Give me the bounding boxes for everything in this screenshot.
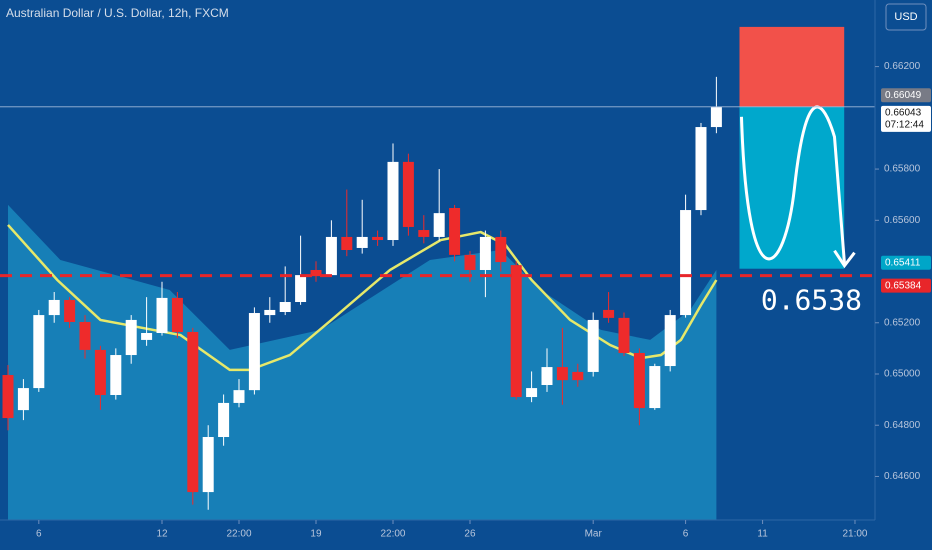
price-label-box [881,105,931,132]
y-tick-label: 0.65000 [884,369,921,380]
candle-body [110,355,122,395]
candle-body [218,402,230,438]
candle-body [341,236,353,251]
price-label: 0.65411 [885,257,921,268]
candle-body [433,213,445,237]
candle-body [295,275,307,303]
price-label: 0.66043 [885,107,922,118]
x-tick-label: 6 [683,529,689,540]
currency-label[interactable]: USD [894,11,917,23]
candle-body [464,254,476,270]
candle-body [141,333,153,340]
band-area [8,204,717,521]
candle-body [526,388,538,398]
candle-body [94,349,106,395]
candle-body [680,210,692,316]
candle-body [64,299,76,322]
candle-body [33,315,45,389]
price-label-box [881,88,931,103]
forecast-curve [739,105,846,264]
candle-body [618,317,630,353]
candle-body [248,313,260,391]
x-tick-label: 21:00 [842,529,867,540]
candle-body [541,367,553,386]
candle-body [171,297,183,332]
candle-body [479,236,491,270]
y-tick-label: 0.65600 [884,215,921,226]
x-tick-label: 19 [310,529,322,540]
x-tick-label: 22:00 [226,529,251,540]
y-tick-label: 0.65800 [884,164,921,175]
candle-body [603,309,615,318]
x-tick-label: 6 [36,529,42,540]
candle-body [356,236,368,248]
candle-body [202,437,214,493]
candle-body [649,366,661,409]
candle-body [325,236,337,276]
candle-body [633,352,645,409]
candle-body [418,230,430,237]
x-tick-label: 11 [757,529,768,540]
candle-body [156,297,168,334]
level-annotation: 0.6538 [761,284,862,317]
candle-body [310,269,322,277]
candle-body [264,309,276,316]
candle-body [556,367,568,381]
target-zone [739,106,845,269]
x-tick-label: 26 [464,529,476,540]
y-tick-label: 0.66200 [884,61,921,72]
chart-title: Australian Dollar / U.S. Dollar, 12h, FX… [6,6,229,20]
x-tick-label: Mar [585,529,603,540]
price-label-box [881,278,931,293]
price-label: 0.65384 [885,280,922,291]
stop-zone [739,26,845,107]
y-tick-label: 0.65200 [884,317,921,328]
candle-body [402,161,414,227]
candle-body [710,107,722,128]
candle-body [510,265,522,398]
candle-body [279,302,291,312]
candle-body [449,208,461,255]
countdown-label: 07:12:44 [885,119,924,130]
y-tick-label: 0.64800 [884,420,921,431]
candle-body [495,236,507,263]
candle-body [387,161,399,241]
price-label-box [881,255,931,270]
plot-area [2,76,722,521]
candle-body [2,375,14,419]
candle-body [233,390,245,403]
currency-button[interactable] [885,3,927,31]
x-tick-label: 22:00 [380,529,405,540]
candle-body [572,371,584,381]
candle-body [79,321,91,350]
candle-body [664,315,676,367]
candle-body [48,299,60,316]
candle-body [187,331,199,493]
candle-body [587,319,599,372]
candle-body [372,236,384,241]
x-tick-label: 12 [156,529,168,540]
candle-body [125,319,137,356]
price-label: 0.66049 [885,90,922,101]
forecast-arrowhead [833,249,856,269]
y-tick-label: 0.64600 [884,471,921,482]
candle-body [695,127,707,211]
candle-body [17,388,29,411]
